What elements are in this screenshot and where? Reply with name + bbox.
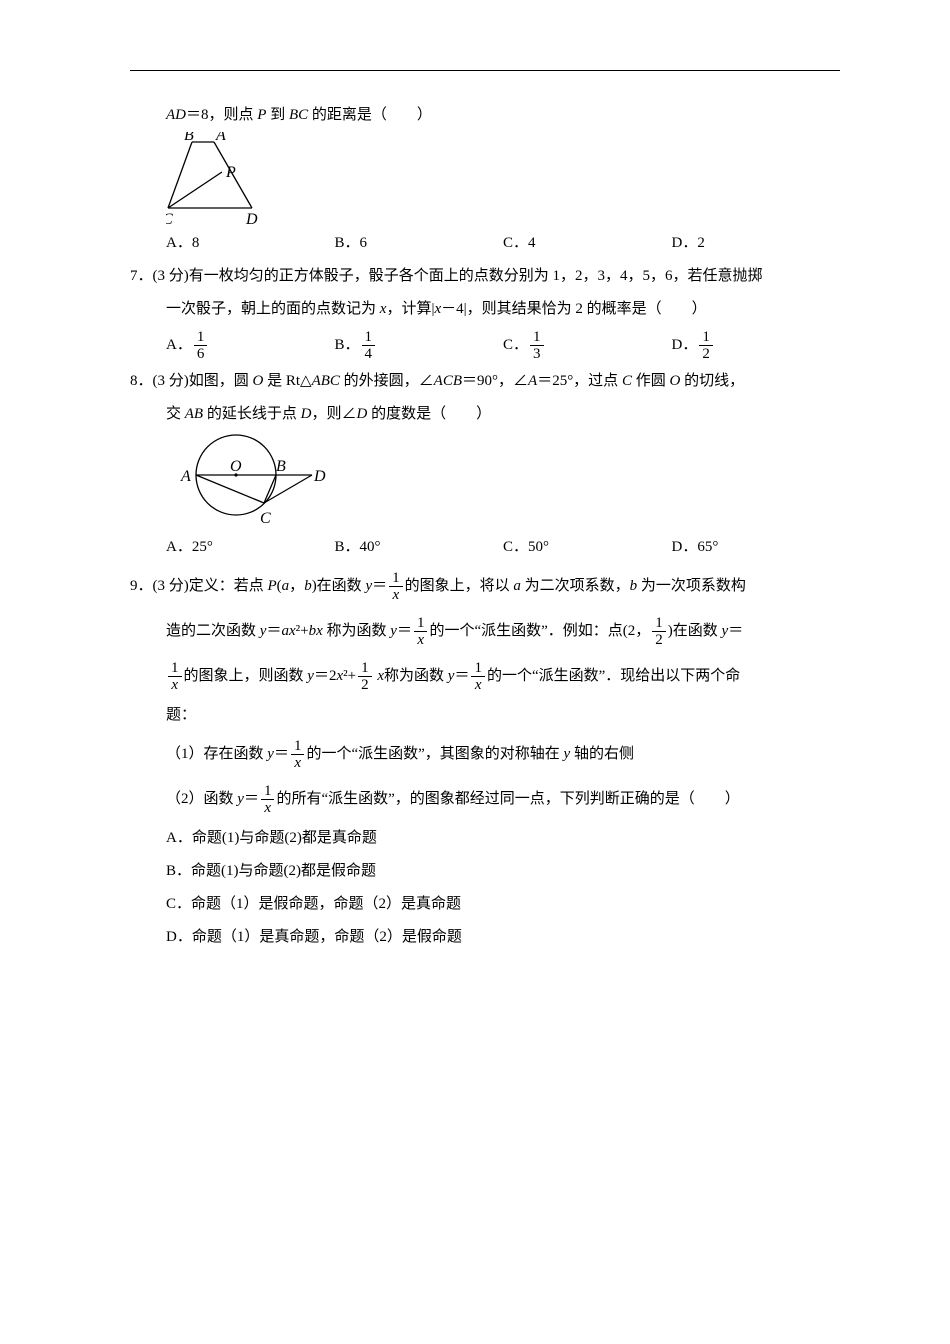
label-C: C [166,211,173,227]
q7-A-num: 1 [194,329,208,347]
label-P: P [225,164,236,181]
q7-B-den: 4 [362,346,376,363]
q9-f7-n: 1 [291,738,305,756]
q9-line3b: 题： [130,699,840,732]
q7-B-label: B． [335,337,360,353]
top-rule [130,70,840,71]
q9-f2-n: 1 [414,615,428,633]
q8-choice-C: C．50° [503,531,672,564]
q9-line1: 9．(3 分)定义：若点 P(a，b)在函数 y＝1x的图象上，将以 a 为二次… [130,564,840,609]
q7-A-den: 6 [194,346,208,363]
frag-choice-A: A．8 [166,227,335,260]
q9-f1-n: 1 [389,570,403,588]
q7-A-label: A． [166,337,192,353]
q9-sub2: （2）函数 y＝1x的所有“派生函数”，的图象都经过同一点，下列判断正确的是（ … [130,777,840,822]
q7-choice-B: B．14 [335,326,504,365]
frag-choice-C: C．4 [503,227,672,260]
q9-optC: C．命题（1）是假命题，命题（2）是真命题 [130,888,840,921]
label-B: B [184,132,194,144]
q9-f6-n: 1 [471,660,485,678]
q9-line3: 1x的图象上，则函数 y＝2x²+12 x称为函数 y＝1x的一个“派生函数”．… [130,654,840,699]
q9-f6-d: x [471,677,485,694]
q9-f3-d: 2 [652,632,666,649]
q7-stem2: 一次骰子，朝上的面的点数记为 x，计算|x－4|，则其结果恰为 2 的概率是（ … [130,293,840,326]
q7-C-label: C． [503,337,528,353]
label-A: A [215,132,226,144]
q7-choices: A．16 B．14 C．13 D．12 [130,326,840,365]
label-D8: D [313,468,326,485]
q9-optB: B．命题(1)与命题(2)都是假命题 [130,855,840,888]
q8-choice-D: D．65° [672,531,841,564]
q8-choice-A: A．25° [166,531,335,564]
q7-D-den: 2 [699,346,713,363]
label-O8: O [230,458,242,475]
q8-figure: A O B D C [166,431,840,531]
q9-f5-n: 1 [358,660,372,678]
q9-f4-n: 1 [168,660,182,678]
label-A8: A [180,468,191,485]
q9-optA: A．命题(1)与命题(2)都是真命题 [130,822,840,855]
q7-C-num: 1 [530,329,544,347]
q9-f8-n: 1 [261,783,275,801]
q9-sub1: （1）存在函数 y＝1x的一个“派生函数”，其图象的对称轴在 y 轴的右侧 [130,732,840,777]
q7-C-den: 3 [530,346,544,363]
frag-choice-B: B．6 [335,227,504,260]
frag-stem: AD＝8，则点 P 到 BC 的距离是（ ） [130,99,840,132]
frag-choices: A．8 B．6 C．4 D．2 [130,227,840,260]
q9-f1-d: x [389,587,403,604]
label-C8: C [260,510,271,527]
q8-choice-B: B．40° [335,531,504,564]
q9-f2-d: x [414,632,428,649]
q8-choices: A．25° B．40° C．50° D．65° [130,531,840,564]
label-B8: B [276,458,286,475]
q9-f8-d: x [261,800,275,817]
q9-optD: D．命题（1）是真命题，命题（2）是假命题 [130,921,840,954]
q9-line2: 造的二次函数 y＝ax²+bx 称为函数 y＝1x的一个“派生函数”．例如：点(… [130,609,840,654]
q7-D-label: D． [672,337,698,353]
q7-choice-A: A．16 [166,326,335,365]
q9-f4-d: x [168,677,182,694]
q7-stem: 7．(3 分)有一枚均匀的正方体骰子，骰子各个面上的点数分别为 1，2，3，4，… [130,260,840,293]
q8-stem: 8．(3 分)如图，圆 O 是 Rt△ABC 的外接圆，∠ACB＝90°，∠A＝… [130,365,840,398]
frag-choice-D: D．2 [672,227,841,260]
q9-f5-d: 2 [358,677,372,694]
q8-stem2: 交 AB 的延长线于点 D，则∠D 的度数是（ ） [130,398,840,431]
q7-choice-C: C．13 [503,326,672,365]
q7-D-num: 1 [699,329,713,347]
q9-f3-n: 1 [652,615,666,633]
q7-choice-D: D．12 [672,326,841,365]
label-D: D [245,211,258,227]
q9-f7-d: x [291,755,305,772]
q7-B-num: 1 [362,329,376,347]
frag-figure: B A P C D [166,132,840,227]
